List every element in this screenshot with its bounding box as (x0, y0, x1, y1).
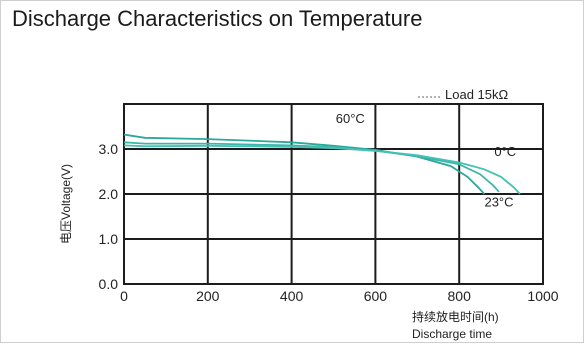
series-annotation: 0°C (494, 144, 516, 159)
x-tick-label: 200 (196, 288, 220, 304)
x-tick-label: 1000 (527, 288, 558, 304)
grid-lines (123, 103, 544, 285)
y-tick-label: 3.0 (99, 141, 119, 157)
annotations: 60°C 0°C 23°C (336, 96, 516, 210)
x-axis-label: Discharge time (412, 327, 492, 341)
x-tick-label: 800 (448, 288, 472, 304)
y-tick-label: 1.0 (99, 231, 119, 247)
y-tick-label: 0.0 (99, 276, 119, 292)
load-label: Load 15kΩ (445, 87, 508, 102)
x-axis-label-cn: 持续放电时间(h) (412, 309, 499, 324)
series-line (123, 144, 521, 195)
y-axis-label: 电压Voltage(V) (59, 164, 73, 244)
series-annotation: 60°C (336, 111, 365, 126)
series-annotation: 23°C (484, 195, 513, 210)
chart-title: Discharge Characteristics on Temperature (12, 6, 423, 31)
y-tick-label: 2.0 (99, 186, 119, 202)
x-tick-label: 0 (120, 288, 128, 304)
tick-labels: 0 200 400 600 800 1000 0.0 1.0 2.0 3.0 (99, 141, 559, 304)
x-tick-label: 600 (364, 288, 388, 304)
x-tick-label: 400 (280, 288, 304, 304)
series-group (123, 133, 521, 195)
